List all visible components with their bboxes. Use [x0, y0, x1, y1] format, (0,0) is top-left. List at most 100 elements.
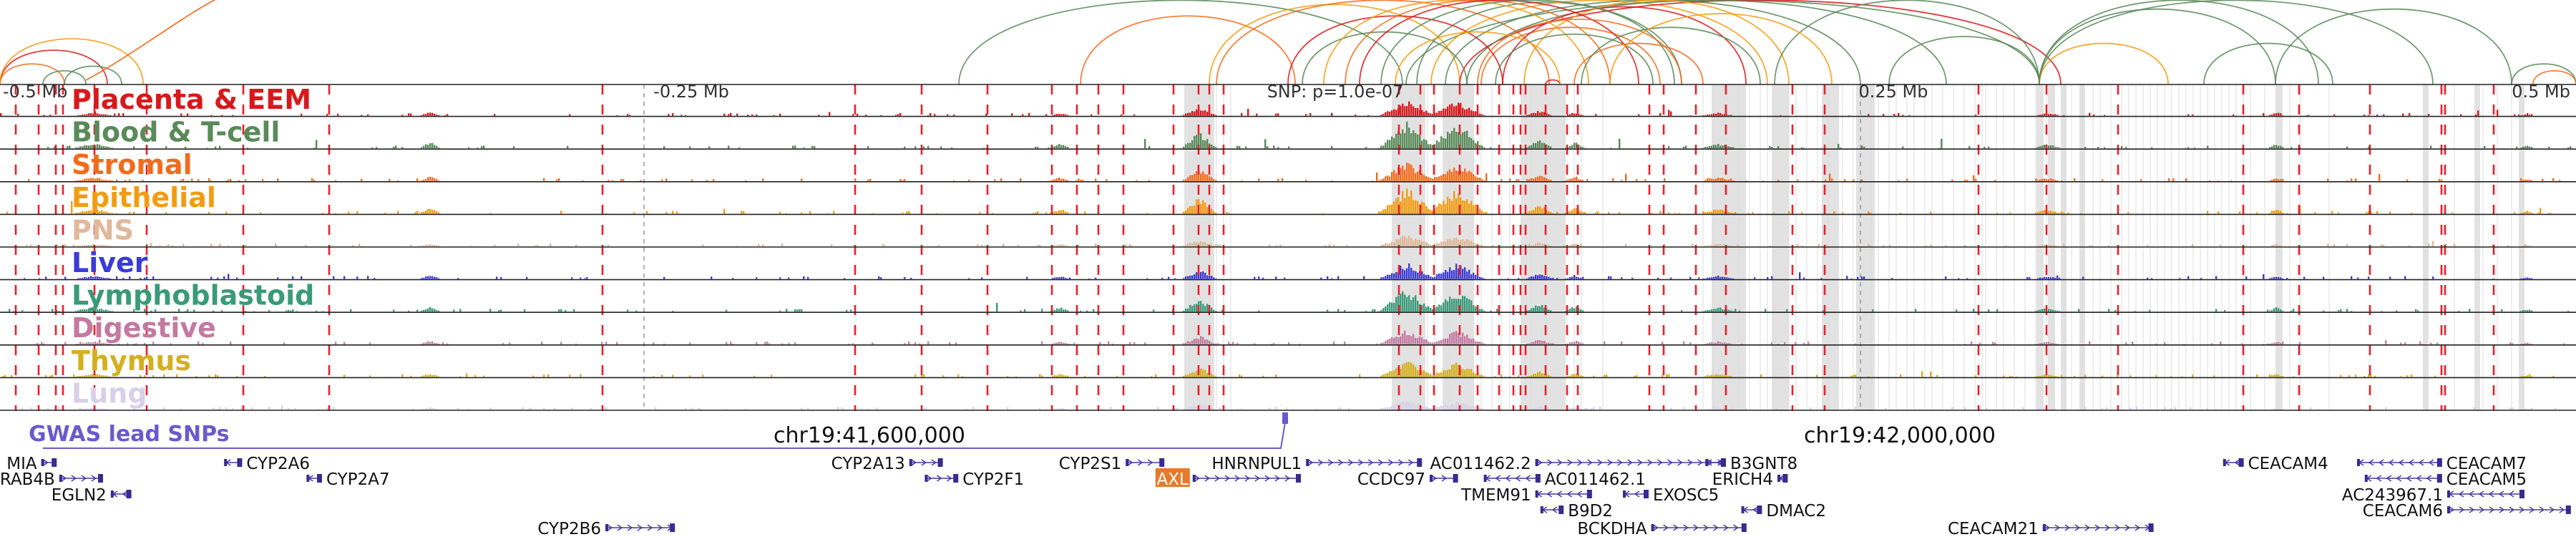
signal-bar	[1007, 376, 1009, 377]
signal-bar	[743, 211, 745, 214]
signal-bar	[429, 276, 431, 279]
signal-bar	[1449, 369, 1451, 377]
signal-bar	[927, 145, 930, 149]
signal-bar	[1372, 309, 1374, 312]
signal-bar	[2331, 211, 2333, 214]
signal-bar	[2529, 179, 2531, 181]
signal-bar	[1415, 132, 1417, 149]
signal-bar	[1331, 112, 1333, 116]
signal-bar	[1413, 402, 1415, 410]
signal-bar	[1421, 271, 1423, 279]
signal-bar	[423, 277, 425, 279]
gene-exon	[1483, 475, 1487, 482]
signal-bar	[665, 178, 668, 181]
signal-bar	[30, 244, 32, 246]
signal-bar	[1288, 146, 1290, 149]
signal-bar	[1919, 408, 1921, 410]
strand-arrow	[1663, 524, 1669, 531]
signal-bar	[434, 309, 436, 312]
signal-bar	[919, 343, 921, 344]
signal-bar	[1724, 342, 1726, 344]
signal-bar	[1445, 404, 1447, 410]
signal-bar	[573, 309, 575, 312]
signal-bar	[165, 212, 167, 214]
signal-bar	[84, 375, 86, 377]
signal-bar	[45, 276, 47, 279]
signal-bar	[1466, 239, 1468, 246]
gene-exon	[41, 459, 44, 466]
signal-bar	[1206, 407, 1209, 410]
signal-bar	[84, 245, 86, 246]
signal-bar	[107, 212, 109, 214]
strand-arrow	[1627, 459, 1633, 466]
signal-bar	[1580, 115, 1582, 116]
signal-bar	[1191, 306, 1194, 312]
track-label: Digestive	[72, 312, 216, 344]
signal-bar	[116, 213, 118, 214]
signal-bar	[2218, 211, 2220, 214]
signal-bar	[1204, 306, 1206, 312]
signal-bar	[90, 276, 92, 279]
strand-arrow	[617, 524, 623, 531]
strand-arrow	[647, 524, 653, 531]
signal-bar	[1421, 241, 1423, 246]
signal-bar	[1711, 277, 1713, 279]
signal-bar	[474, 374, 477, 377]
signal-bar	[152, 276, 155, 279]
signal-bar	[1194, 372, 1196, 377]
signal-bar	[1574, 374, 1576, 377]
signal-bar	[1992, 342, 1994, 344]
signal-bar	[1462, 403, 1464, 410]
signal-bar	[1479, 407, 1481, 410]
signal-bar	[277, 277, 279, 279]
signal-bar	[1719, 145, 1722, 149]
strand-arrow	[1214, 475, 1221, 482]
signal-bar	[1707, 343, 1709, 344]
signal-bar	[2303, 276, 2306, 279]
signal-bar	[2102, 408, 2104, 410]
signal-bar	[2117, 374, 2119, 377]
signal-bar	[1415, 405, 1417, 410]
signal-bar	[2218, 180, 2220, 181]
signal-bar	[1565, 147, 1567, 149]
signal-bar	[2275, 145, 2278, 149]
signal-bar	[1408, 295, 1410, 312]
signal-bar	[1458, 364, 1460, 377]
signal-bar	[2280, 113, 2282, 116]
signal-bar	[236, 277, 238, 279]
signal-bar	[369, 342, 371, 344]
signal-bar	[1975, 178, 1977, 181]
signal-bar	[77, 115, 79, 116]
signal-bar	[1215, 244, 1217, 246]
signal-bar	[801, 309, 803, 312]
signal-bar	[1404, 363, 1406, 377]
signal-bar	[738, 147, 741, 149]
signal-bar	[1067, 375, 1069, 377]
signal-bar	[1574, 243, 1576, 246]
signal-bar	[1413, 168, 1415, 181]
gene-exon	[1741, 506, 1745, 513]
signal-bar	[878, 276, 880, 279]
signal-bar	[1475, 306, 1477, 312]
signal-bar	[2524, 114, 2527, 116]
signal-bar	[2389, 211, 2391, 214]
signal-bar	[1204, 242, 1206, 246]
signal-bar	[88, 210, 90, 214]
signal-bar	[191, 178, 193, 181]
signal-bar	[427, 408, 429, 410]
signal-bar	[730, 342, 732, 344]
signal-bar	[1730, 212, 1732, 214]
signal-bar	[1385, 373, 1387, 377]
signal-bar	[786, 213, 788, 214]
signal-bar	[1206, 372, 1209, 377]
signal-bar	[2273, 244, 2275, 246]
signal-bar	[1717, 112, 1719, 116]
signal-bar	[2172, 178, 2175, 181]
signal-bar	[1610, 276, 1612, 279]
strand-arrow	[2539, 506, 2545, 513]
signal-bar	[1410, 336, 1413, 344]
signal-bar	[1541, 373, 1543, 377]
signal-bar	[569, 114, 571, 116]
signal-bar	[841, 407, 844, 410]
signal-bar	[2314, 212, 2316, 214]
